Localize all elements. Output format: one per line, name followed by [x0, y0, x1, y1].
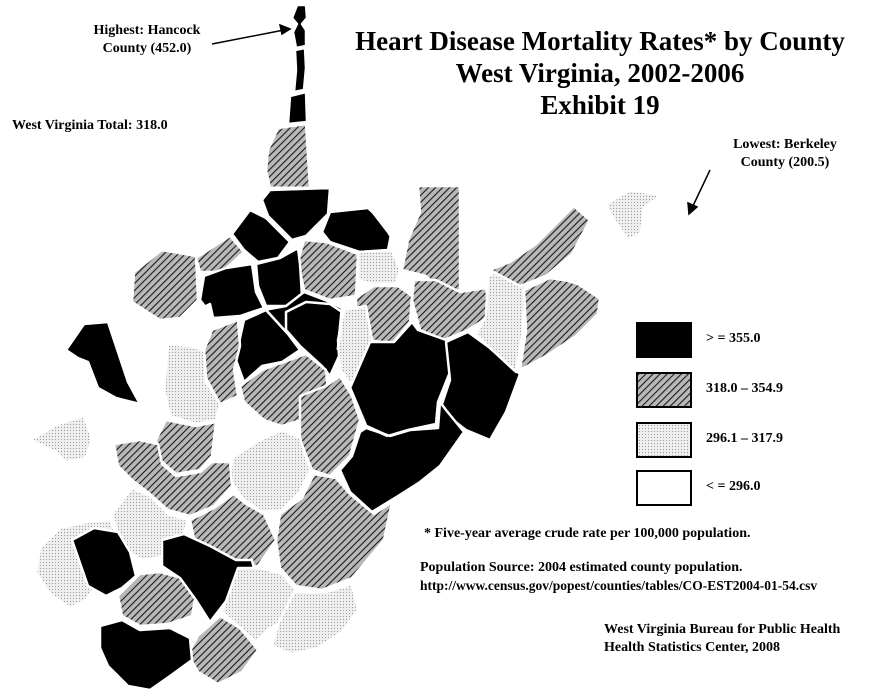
county-nicholas [228, 428, 312, 514]
county-brooke [292, 46, 308, 94]
county-hancock [290, 3, 309, 50]
legend-swatch-solid [636, 322, 692, 358]
legend-swatch-hatch [636, 372, 692, 408]
legend-item-low: < = 296.0 [636, 470, 876, 508]
legend-item-high: > = 355.0 [636, 322, 876, 360]
highest-callout-line2: County (452.0) [102, 41, 192, 56]
county-wyoming [116, 570, 198, 628]
county-wood [130, 248, 200, 322]
map-title-line3: Exhibit 19 [540, 90, 660, 120]
county-jefferson [672, 216, 714, 286]
county-ohio [286, 90, 309, 126]
county-mcdowell [98, 618, 194, 691]
county-lincoln [56, 448, 128, 522]
county-tucker [410, 278, 492, 342]
highest-callout-line1: Highest: Hancock [93, 23, 201, 38]
lowest-callout: Lowest: Berkeley County (200.5) [700, 136, 870, 172]
county-greenbrier [274, 472, 394, 592]
county-marshall [264, 122, 312, 190]
legend-label-high: > = 355.0 [706, 331, 761, 346]
legend-label-low: < = 296.0 [706, 479, 761, 494]
legend-swatch-white [636, 470, 692, 506]
highest-callout: Highest: Hancock County (452.0) [72, 22, 222, 58]
credit-line1: West Virginia Bureau for Public Health [604, 622, 841, 637]
county-cabell-north [64, 320, 142, 406]
county-monroe [270, 582, 360, 656]
lowest-callout-arrow [687, 169, 711, 216]
county-garrett-edge-tucker-north [400, 184, 462, 296]
legend-item-upper-mid: 318.0 – 354.9 [636, 372, 876, 410]
county-wirt [160, 302, 216, 352]
rate-footnote: * Five-year average crude rate per 100,0… [424, 526, 751, 541]
lowest-callout-line2: County (200.5) [740, 155, 830, 170]
map-title-line1: Heart Disease Mortality Rates* by County [355, 26, 845, 56]
source-line2: http://www.census.gov/popest/counties/ta… [420, 578, 818, 593]
county-wetzel [260, 186, 332, 242]
credit-line2: Health Statistics Center, 2008 [604, 640, 781, 655]
county-taylor [356, 248, 402, 286]
county-clay [202, 400, 264, 460]
county-pendleton [438, 330, 522, 442]
county-cabell [28, 414, 94, 464]
source-line1: Population Source: 2004 estimated county… [420, 560, 743, 575]
legend-swatch-dots [636, 422, 692, 458]
county-preston [330, 184, 416, 250]
lowest-callout-line1: Lowest: Berkeley [733, 137, 837, 152]
legend-label-upper-mid: 318.0 – 354.9 [706, 381, 783, 396]
county-pleasants [194, 234, 246, 274]
legend-label-lower-mid: 296.1 – 317.9 [706, 431, 783, 446]
legend-item-lower-mid: 296.1 – 317.9 [636, 422, 876, 460]
highest-callout-arrow [211, 23, 292, 45]
county-mingo [70, 526, 138, 598]
county-lewis [284, 300, 344, 378]
county-kanawha [112, 438, 234, 518]
county-tyler [230, 208, 292, 264]
state-total: West Virginia Total: 318.0 [12, 118, 168, 133]
county-pocahontas [338, 400, 466, 514]
map-title-line2: West Virginia, 2002-2006 [455, 58, 745, 88]
